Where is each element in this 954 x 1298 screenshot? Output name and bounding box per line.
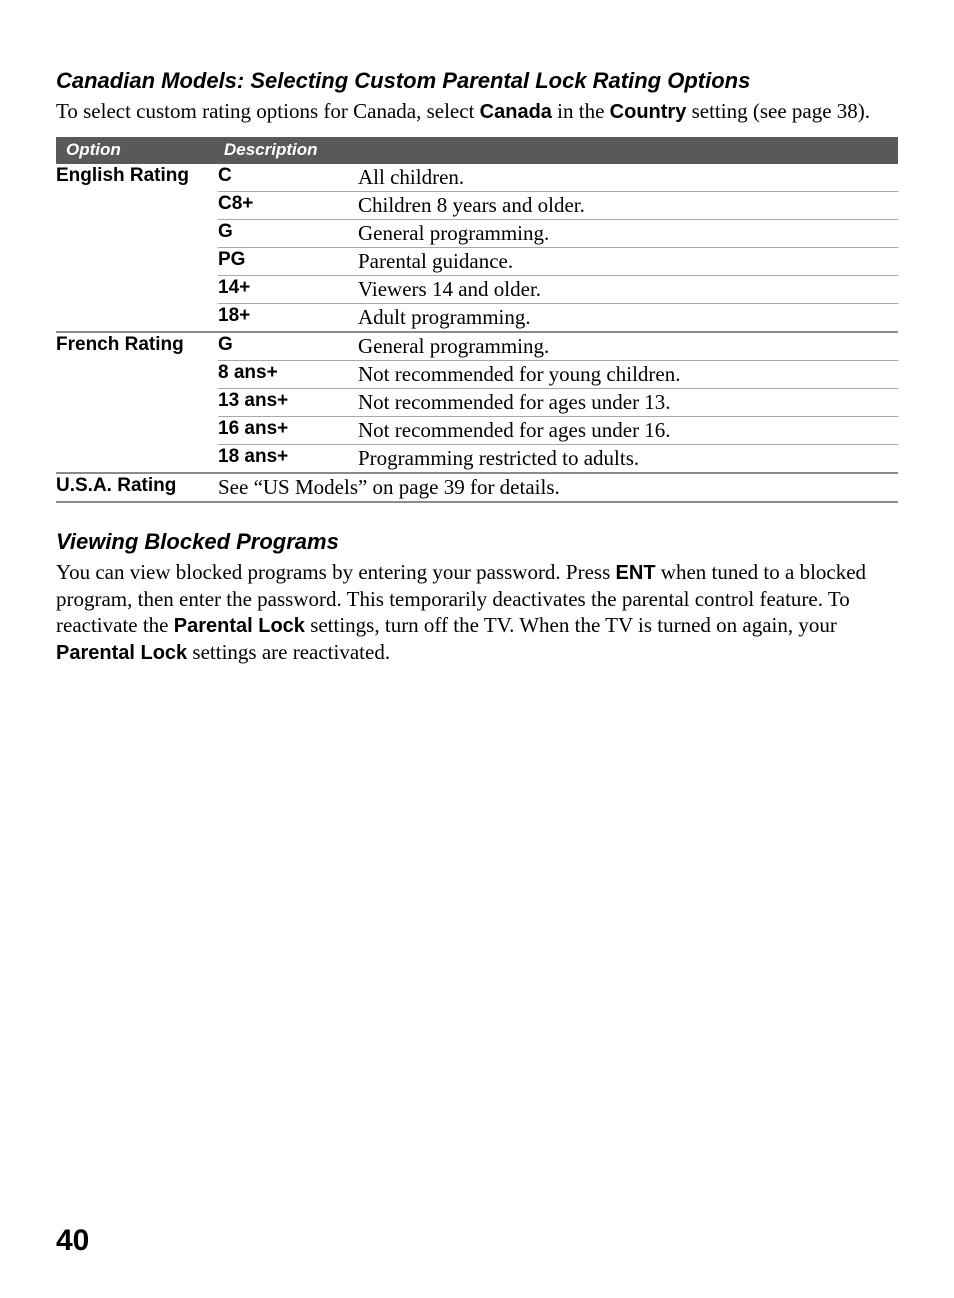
cell-desc: Not recommended for ages under 16. [358,417,898,445]
section1-heading: Canadian Models: Selecting Custom Parent… [56,68,898,94]
table-row: 16 ans+Not recommended for ages under 16… [56,417,898,445]
cell-option: English Rating [56,164,218,192]
cell-code: 13 ans+ [218,389,358,417]
table-row: 18+Adult programming. [56,304,898,333]
cell-option [56,304,218,333]
section2: Viewing Blocked Programs You can view bl… [56,529,898,666]
table-row: U.S.A. RatingSee “US Models” on page 39 … [56,473,898,502]
cell-code: C [218,164,358,192]
cell-option [56,276,218,304]
cell-option [56,389,218,417]
table-row: 8 ans+Not recommended for young children… [56,361,898,389]
table-row: 14+Viewers 14 and older. [56,276,898,304]
cell-option [56,192,218,220]
cell-desc: General programming. [358,220,898,248]
cell-desc: General programming. [358,332,898,361]
cell-code: C8+ [218,192,358,220]
cell-option [56,361,218,389]
section1-intro: To select custom rating options for Cana… [56,98,898,125]
para-bold-parental-lock: Parental Lock [56,642,187,664]
cell-desc: All children. [358,164,898,192]
cell-desc-span: See “US Models” on page 39 for details. [218,473,898,502]
para-bold-parental-lock: Parental Lock [174,615,305,637]
cell-option [56,417,218,445]
cell-option [56,220,218,248]
intro-text: To select custom rating options for Cana… [56,99,480,123]
cell-desc: Children 8 years and older. [358,192,898,220]
page: Canadian Models: Selecting Custom Parent… [0,0,954,1298]
para-text: You can view blocked programs by enterin… [56,560,616,584]
cell-option: French Rating [56,332,218,361]
ratings-table: Option Description English RatingCAll ch… [56,137,898,503]
table-row: PGParental guidance. [56,248,898,276]
cell-desc: Not recommended for young children. [358,361,898,389]
cell-code: PG [218,248,358,276]
cell-code: 18+ [218,304,358,333]
table-row: French RatingGGeneral programming. [56,332,898,361]
th-option: Option [56,137,218,164]
cell-code: 14+ [218,276,358,304]
cell-desc: Parental guidance. [358,248,898,276]
intro-text: setting (see page 38). [686,99,870,123]
table-row: English RatingCAll children. [56,164,898,192]
th-description: Description [218,137,898,164]
table-header-row: Option Description [56,137,898,164]
cell-code: 8 ans+ [218,361,358,389]
table-row: 13 ans+Not recommended for ages under 13… [56,389,898,417]
para-bold-ent: ENT [616,562,656,584]
cell-desc: Not recommended for ages under 13. [358,389,898,417]
para-text: settings are reactivated. [187,640,390,664]
cell-option: U.S.A. Rating [56,473,218,502]
intro-bold-country: Country [610,101,687,123]
cell-desc: Viewers 14 and older. [358,276,898,304]
intro-bold-canada: Canada [480,101,552,123]
table-row: GGeneral programming. [56,220,898,248]
page-number: 40 [56,1224,89,1258]
section2-heading: Viewing Blocked Programs [56,529,898,555]
cell-code: 16 ans+ [218,417,358,445]
cell-code: G [218,332,358,361]
cell-code: 18 ans+ [218,445,358,474]
cell-code: G [218,220,358,248]
cell-desc: Programming restricted to adults. [358,445,898,474]
cell-option [56,445,218,474]
ratings-tbody: English RatingCAll children.C8+Children … [56,164,898,502]
table-row: 18 ans+Programming restricted to adults. [56,445,898,474]
para-text: settings, turn off the TV. When the TV i… [305,613,837,637]
section2-para: You can view blocked programs by enterin… [56,559,898,666]
intro-text: in the [552,99,610,123]
cell-option [56,248,218,276]
table-row: C8+Children 8 years and older. [56,192,898,220]
cell-desc: Adult programming. [358,304,898,333]
